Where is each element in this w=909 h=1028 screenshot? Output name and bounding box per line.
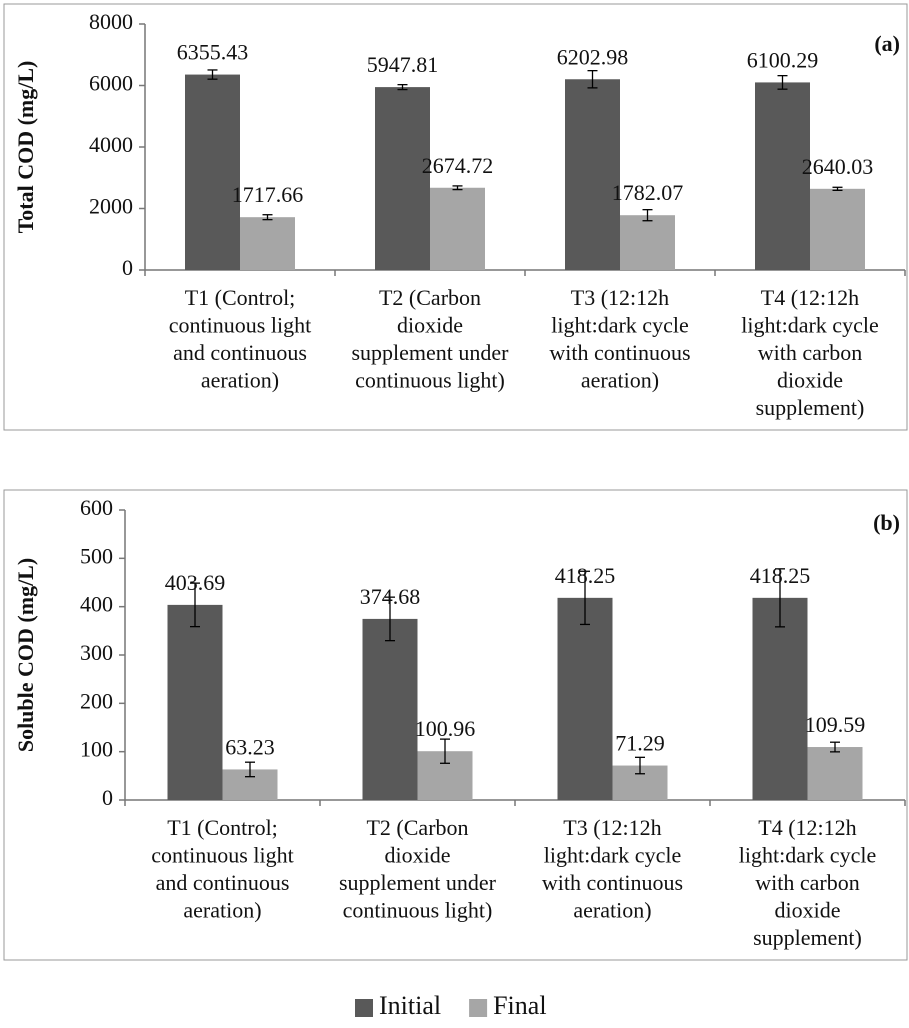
y-tick-label: 600 (80, 495, 113, 520)
bar (362, 618, 418, 800)
x-tick-label: T1 (Control; (185, 285, 296, 310)
value-label: 374.68 (360, 584, 421, 609)
legend-swatch (355, 999, 373, 1017)
x-tick-label: continuous light) (343, 898, 493, 923)
value-label: 2640.03 (802, 154, 874, 179)
x-tick-label: aeration) (201, 368, 279, 393)
y-tick-label: 0 (102, 785, 113, 810)
value-label: 63.23 (225, 734, 275, 759)
bar (810, 188, 865, 270)
x-tick-label: with carbon (755, 870, 859, 895)
value-label: 71.29 (615, 731, 665, 756)
x-tick-label: aeration) (183, 898, 261, 923)
y-axis-title: Soluble COD (mg/L) (13, 558, 38, 752)
plot-frame (3, 489, 908, 961)
x-tick-label: T2 (Carbon (366, 815, 468, 840)
x-tick-label: dioxide (775, 898, 841, 923)
x-tick-label: light:dark cycle (551, 313, 688, 338)
x-tick-label: light:dark cycle (544, 843, 681, 868)
y-tick-label: 2000 (89, 194, 133, 219)
x-tick-label: and continuous (173, 340, 307, 365)
value-label: 6202.98 (557, 44, 629, 69)
panel-label: (a) (874, 31, 900, 56)
x-tick-label: dioxide (397, 313, 463, 338)
x-tick-label: T4 (12:12h (761, 285, 859, 310)
value-label: 100.96 (415, 716, 476, 741)
y-tick-label: 6000 (89, 71, 133, 96)
bar (375, 87, 430, 270)
x-tick-label: with carbon (758, 340, 862, 365)
y-tick-label: 0 (122, 255, 133, 280)
bar (807, 747, 863, 800)
y-tick-label: 400 (80, 592, 113, 617)
x-tick-label: T1 (Control; (167, 815, 278, 840)
x-tick-label: continuous light (151, 843, 293, 868)
legend-label: Initial (379, 991, 441, 1020)
x-tick-label: supplement under (351, 340, 509, 365)
x-tick-label: aeration) (573, 898, 651, 923)
bar (185, 74, 240, 270)
y-tick-label: 100 (80, 737, 113, 762)
x-tick-label: continuous light) (355, 368, 505, 393)
bar (620, 215, 675, 270)
panel-label: (b) (873, 510, 900, 535)
value-label: 5947.81 (367, 52, 439, 77)
value-label: 6100.29 (747, 47, 819, 72)
value-label: 418.25 (750, 563, 811, 588)
x-tick-label: supplement) (756, 395, 865, 420)
x-tick-label: light:dark cycle (739, 843, 876, 868)
x-tick-label: supplement) (753, 925, 862, 950)
value-label: 1782.07 (612, 180, 684, 205)
value-label: 403.69 (165, 570, 226, 595)
x-tick-label: continuous light (169, 313, 311, 338)
bar (755, 82, 810, 271)
x-tick-label: with continuous (549, 340, 690, 365)
bar (752, 597, 808, 800)
bar (240, 217, 295, 270)
bar (167, 604, 223, 800)
y-tick-label: 500 (80, 543, 113, 568)
x-tick-label: T3 (12:12h (563, 815, 661, 840)
x-tick-label: T4 (12:12h (758, 815, 856, 840)
x-tick-label: supplement under (339, 870, 497, 895)
x-tick-label: dioxide (385, 843, 451, 868)
value-label: 6355.43 (177, 40, 249, 65)
x-tick-label: with continuous (542, 870, 683, 895)
plot-frame (3, 3, 908, 431)
value-label: 109.59 (805, 712, 866, 737)
bar (565, 79, 620, 270)
y-tick-label: 300 (80, 640, 113, 665)
y-axis-title: Total COD (mg/L) (13, 61, 38, 234)
x-tick-label: aeration) (581, 368, 659, 393)
x-tick-label: T3 (12:12h (571, 285, 669, 310)
value-label: 2674.72 (422, 153, 494, 178)
y-tick-label: 4000 (89, 132, 133, 157)
y-tick-label: 8000 (89, 9, 133, 34)
value-label: 1717.66 (232, 182, 304, 207)
bar (557, 597, 613, 800)
x-tick-label: T2 (Carbon (379, 285, 481, 310)
value-label: 418.25 (555, 563, 616, 588)
legend-label: Final (493, 991, 546, 1020)
x-tick-label: and continuous (156, 870, 290, 895)
legend-swatch (469, 999, 488, 1017)
y-tick-label: 200 (80, 688, 113, 713)
bar (430, 187, 485, 270)
x-tick-label: dioxide (777, 368, 843, 393)
x-tick-label: light:dark cycle (741, 313, 878, 338)
